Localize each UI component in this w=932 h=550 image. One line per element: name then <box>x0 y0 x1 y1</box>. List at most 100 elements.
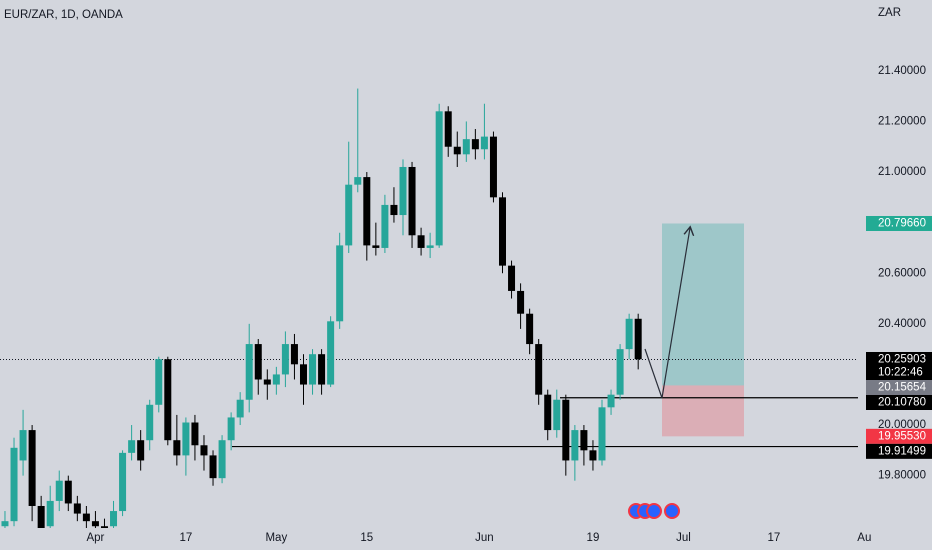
price-label-box <box>866 351 932 380</box>
candle-body <box>37 505 45 528</box>
candle-body <box>426 245 434 248</box>
candle-body <box>10 447 18 522</box>
candle-body <box>381 204 389 248</box>
candle-body <box>309 354 317 385</box>
candle-body <box>19 430 27 461</box>
y-tick-label: 20.00000 <box>878 419 926 431</box>
x-tick-label: 17 <box>179 532 192 544</box>
candle-body <box>508 265 516 291</box>
price-label-box <box>866 379 932 395</box>
candle-body <box>616 349 624 395</box>
candle-body <box>299 364 307 385</box>
candle-body <box>200 445 208 456</box>
event-icon[interactable] <box>664 503 680 519</box>
candle-body <box>489 136 497 198</box>
candle-body <box>236 399 244 418</box>
candle-body <box>354 177 362 185</box>
x-tick-label: Jun <box>475 532 494 544</box>
candle-body <box>345 184 353 246</box>
price-label: 19.95530 <box>878 430 926 442</box>
x-tick-label: Au <box>857 532 871 544</box>
x-tick-label: 19 <box>587 532 600 544</box>
price-label: 20.15654 <box>878 382 927 394</box>
candle-body <box>517 290 525 314</box>
price-label-box <box>866 394 932 410</box>
y-tick-label: 21.40000 <box>878 65 926 77</box>
y-tick-label: 21.00000 <box>878 166 926 178</box>
candle-body <box>453 146 461 155</box>
profit-zone <box>662 223 744 386</box>
candle-body <box>91 521 99 527</box>
candle-body <box>498 197 506 266</box>
candle-body <box>571 430 579 461</box>
candle-body <box>480 136 488 150</box>
y-axis-label: ZAR <box>878 7 901 19</box>
y-tick-label: 20.40000 <box>878 318 926 330</box>
candle-body <box>55 480 63 501</box>
candle-body <box>526 313 534 345</box>
chart-title: EUR/ZAR, 1D, OANDA <box>4 9 123 21</box>
candle-body <box>598 407 606 461</box>
y-tick-label: 21.20000 <box>878 115 926 127</box>
candle-body <box>263 379 271 385</box>
candle-body <box>625 318 633 350</box>
x-tick-label: 17 <box>767 532 780 544</box>
x-tick-label: Jul <box>676 532 691 544</box>
candle-body <box>46 500 54 527</box>
candle-body <box>607 394 615 408</box>
candle-body <box>128 440 136 453</box>
event-icons <box>628 503 680 519</box>
candle-body <box>164 359 172 441</box>
plot-area <box>0 88 858 528</box>
price-label: 20.79660 <box>878 218 926 230</box>
price-label-box <box>866 428 932 444</box>
candle-body <box>535 344 543 395</box>
candle-body <box>471 139 479 150</box>
candle-body <box>137 440 145 461</box>
candle-body <box>182 422 190 456</box>
y-tick-label: 19.80000 <box>878 470 926 482</box>
candle-body <box>281 344 289 375</box>
candle-body <box>28 430 36 506</box>
x-tick-label: Apr <box>86 532 104 544</box>
candle-body <box>580 430 588 451</box>
candle-body <box>155 359 163 405</box>
candle-body <box>218 440 226 479</box>
candle-body <box>417 235 425 248</box>
candle-body <box>100 526 108 528</box>
candle-body <box>589 450 597 461</box>
candle-body <box>390 204 398 216</box>
candle-body <box>553 399 561 431</box>
candle-body <box>227 417 235 441</box>
candle-body <box>462 139 470 155</box>
loss-zone <box>662 385 744 437</box>
candle-body <box>245 344 253 400</box>
candle-body <box>290 344 298 365</box>
candle-body <box>254 344 262 380</box>
candle-body <box>327 321 335 385</box>
countdown: 10:22:46 <box>878 367 923 379</box>
candle-body <box>1 521 9 527</box>
candle-body <box>408 166 416 236</box>
candle-body <box>562 399 570 461</box>
candle-body <box>146 404 154 441</box>
candle-body <box>64 480 72 504</box>
projection-arrow <box>644 228 690 399</box>
y-tick-label: 20.60000 <box>878 267 926 279</box>
price-label-box <box>866 215 932 231</box>
price-label: 20.10780 <box>878 397 926 409</box>
price-label: 20.25903 <box>878 354 926 366</box>
price-label-box <box>866 443 932 459</box>
candle-body <box>110 511 118 527</box>
candle-body <box>209 455 217 479</box>
candle-body <box>272 374 280 385</box>
candle-body <box>73 503 81 514</box>
candle-body <box>82 513 90 522</box>
candle-body <box>191 422 199 446</box>
candle-body <box>435 111 443 246</box>
event-icon[interactable] <box>646 503 662 519</box>
candle-body <box>119 452 127 512</box>
candle-body <box>372 245 380 248</box>
